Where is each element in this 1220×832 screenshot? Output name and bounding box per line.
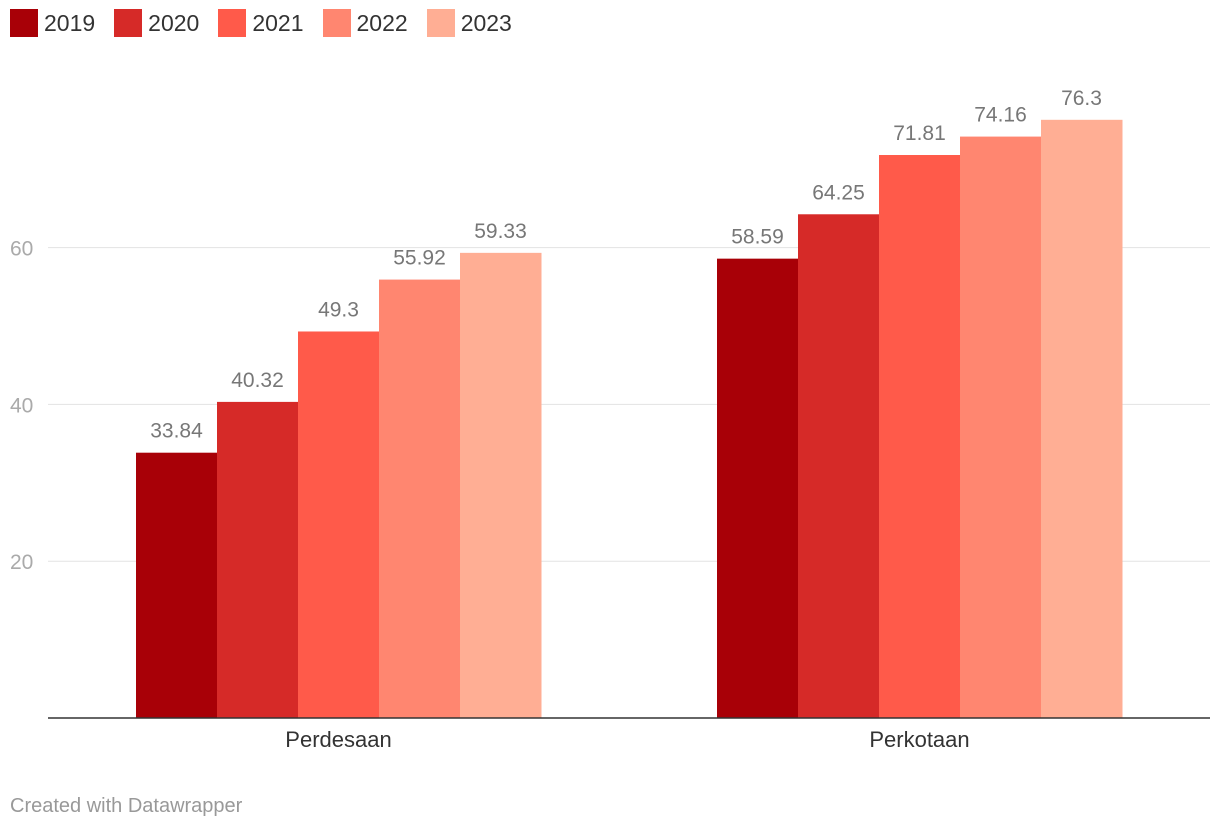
legend-label: 2019 [44,10,96,36]
x-category-label: Perkotaan [869,727,969,752]
legend-item: 2023 [426,9,512,37]
chart-legend: 2019 2020 2021 2022 2023 [10,9,531,37]
bar [136,452,218,718]
legend-item: 2021 [218,9,304,37]
data-label: 74.16 [974,104,1027,127]
y-tick-label: 20 [10,551,33,574]
legend-swatch [322,9,351,37]
legend-item: 2022 [322,9,408,37]
y-tick-label: 40 [10,394,33,417]
y-tick-label: 60 [10,238,33,261]
bar [217,401,299,718]
bar [960,136,1042,719]
legend-item: 2020 [114,9,199,37]
data-label: 71.81 [893,122,946,145]
legend-label: 2020 [148,10,200,36]
legend-label: 2021 [252,10,304,36]
legend-item: 2019 [10,9,95,37]
data-label: 64.25 [812,181,865,204]
legend-swatch [10,9,38,37]
bar [798,214,880,718]
bar [879,155,961,719]
data-label: 59.33 [474,220,527,243]
data-label: 49.3 [318,298,359,321]
data-label: 76.3 [1061,87,1102,110]
legend-swatch [218,9,247,37]
legend-swatch [426,9,455,37]
footer-credit: Created with Datawrapper [10,795,243,817]
x-category-label: Perdesaan [285,727,391,752]
legend-swatch [114,9,143,37]
bar [717,258,799,718]
bar [379,279,461,718]
bar [1041,119,1123,719]
data-label: 40.32 [231,369,284,392]
bar [298,331,380,718]
data-label: 58.59 [731,226,784,249]
legend-label: 2022 [356,10,408,36]
data-label: 33.84 [150,420,203,443]
bar [460,252,542,719]
data-label: 55.92 [393,247,446,270]
legend-label: 2023 [460,10,512,36]
